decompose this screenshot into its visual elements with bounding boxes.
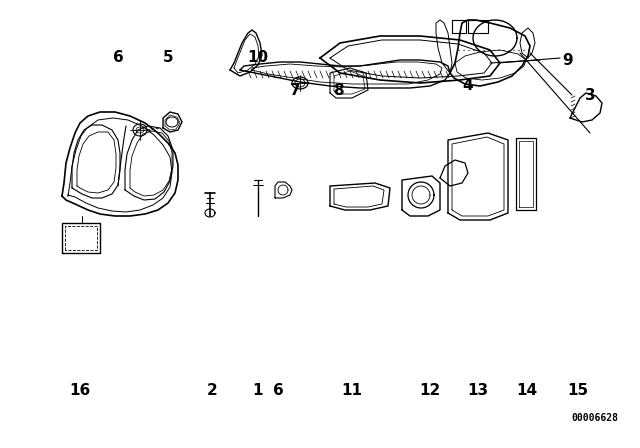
Text: 16: 16 [69,383,91,397]
Text: 9: 9 [563,52,573,68]
Text: 8: 8 [333,82,343,98]
Text: 4: 4 [463,78,474,92]
Text: 11: 11 [342,383,362,397]
Text: 00006628: 00006628 [572,413,618,423]
Text: 7: 7 [290,82,300,98]
Text: 1: 1 [253,383,263,397]
Text: 6: 6 [273,383,284,397]
Text: 15: 15 [568,383,589,397]
Text: 13: 13 [467,383,488,397]
Text: 14: 14 [516,383,538,397]
Text: 12: 12 [419,383,440,397]
Text: 3: 3 [585,87,595,103]
Text: 2: 2 [207,383,218,397]
Text: 6: 6 [113,49,124,65]
Text: 5: 5 [163,49,173,65]
Text: 10: 10 [248,49,269,65]
